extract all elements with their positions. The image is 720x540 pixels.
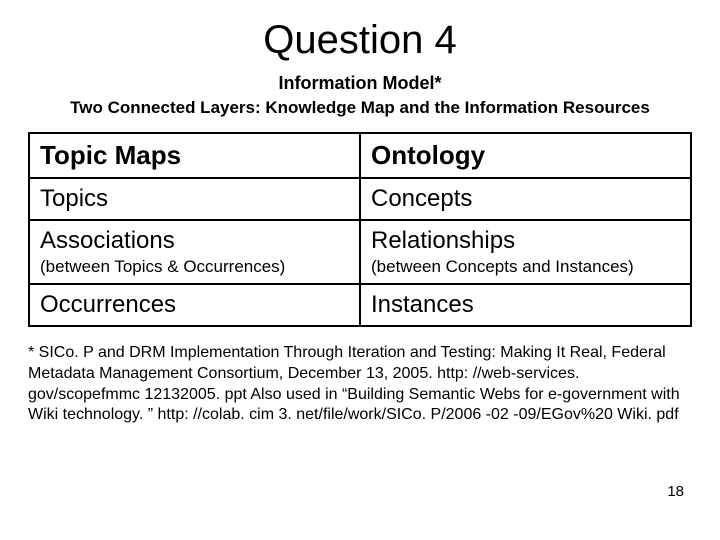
page-number: 18 [667, 483, 684, 500]
cell-text: Instances [371, 291, 474, 318]
cell-text: Concepts [371, 185, 472, 212]
subtitle-2: Two Connected Layers: Knowledge Map and … [28, 98, 692, 118]
header-cell-right: Ontology [360, 133, 691, 178]
table-row: Occurrences Instances [29, 284, 691, 326]
table-row: Topic Maps Ontology [29, 133, 691, 178]
subtitle-1: Information Model* [28, 73, 692, 94]
cell-subtext: (between Concepts and Instances) [371, 257, 680, 277]
comparison-table: Topic Maps Ontology Topics Concepts Asso… [28, 132, 692, 327]
cell-text: Relationships [371, 227, 515, 254]
cell-relationships-right: Relationships (between Concepts and Inst… [360, 220, 691, 284]
table-row: Associations (between Topics & Occurrenc… [29, 220, 691, 284]
cell-text: Topics [40, 185, 108, 212]
cell-subtext: (between Topics & Occurrences) [40, 257, 349, 277]
cell-text: Occurrences [40, 291, 176, 318]
table-row: Topics Concepts [29, 178, 691, 220]
slide-title: Question 4 [28, 18, 692, 63]
cell-topics-left: Topics [29, 178, 360, 220]
slide: Question 4 Information Model* Two Connec… [0, 0, 720, 540]
cell-instances-right: Instances [360, 284, 691, 326]
cell-occurrences-left: Occurrences [29, 284, 360, 326]
cell-associations-left: Associations (between Topics & Occurrenc… [29, 220, 360, 284]
footnote: * SICo. P and DRM Implementation Through… [28, 343, 692, 426]
header-cell-left: Topic Maps [29, 133, 360, 178]
cell-text: Associations [40, 227, 175, 254]
cell-topics-right: Concepts [360, 178, 691, 220]
